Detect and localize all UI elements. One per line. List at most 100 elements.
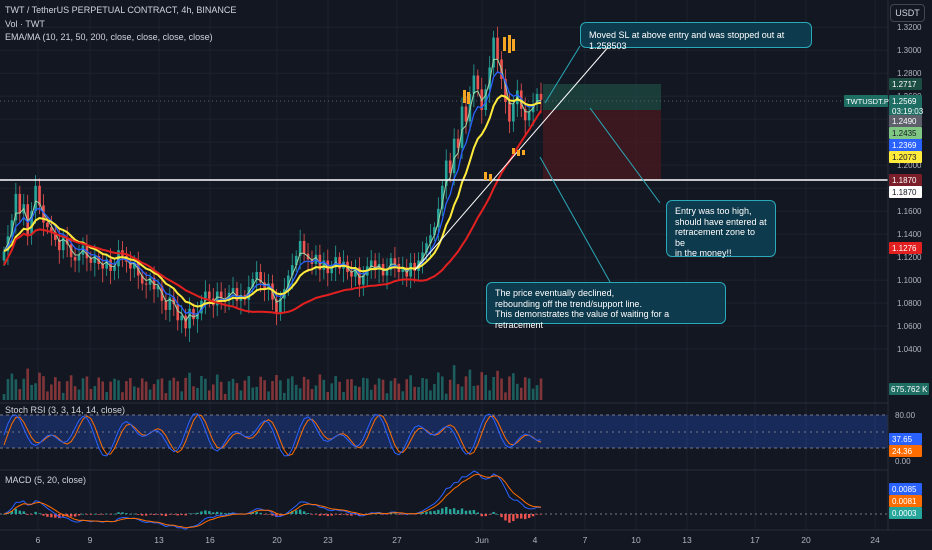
volume-bar (385, 393, 389, 400)
candle (476, 75, 480, 90)
price-label-box (889, 174, 922, 186)
candle (14, 193, 18, 221)
time-axis[interactable]: 6 9 13 16 20 23 27 Jun 4 7 10 13 17 20 24 (36, 535, 880, 545)
macd-histogram-bar (294, 510, 298, 514)
macd-histogram-bar (46, 514, 49, 517)
macd-histogram-bar (330, 514, 333, 516)
macd-histogram-bar (259, 512, 262, 514)
candle (10, 220, 14, 237)
price-label-box (889, 78, 922, 90)
macd-histogram-bar (275, 514, 278, 517)
macd-histogram-bar (452, 508, 456, 514)
candle (231, 288, 235, 293)
stoch-legend[interactable]: Stoch RSI (3, 3, 14, 14, close) (5, 405, 126, 415)
macd-label-box (889, 507, 922, 519)
price-label: 1.1870 (892, 176, 917, 185)
candle (338, 257, 341, 269)
macd-histogram-bar (125, 513, 128, 514)
callout-top: Moved SL at above entry and was stopped … (580, 22, 812, 51)
candle (26, 204, 29, 235)
volume-bar (121, 392, 124, 400)
macd-histogram-bar (468, 510, 472, 514)
volume-bar (516, 383, 519, 400)
macd-histogram-bar (121, 512, 124, 514)
volume-bar (34, 383, 37, 400)
volume-bar (117, 380, 120, 400)
volume-bar (125, 381, 128, 400)
candle (251, 278, 255, 287)
candle (433, 227, 436, 236)
macd-histogram-bar (322, 514, 326, 516)
volume-bar (184, 377, 187, 400)
macd-histogram-bar (531, 514, 535, 517)
macd-histogram-bar (204, 510, 207, 514)
candle (437, 208, 440, 228)
macd-legend[interactable]: MACD (5, 20, close) (5, 475, 87, 485)
candle (385, 269, 389, 276)
volume-bar (2, 394, 6, 400)
candle (34, 185, 37, 212)
volume-bar (290, 376, 294, 400)
stoch-label-box (889, 445, 922, 457)
candle (429, 235, 432, 244)
volume-bar (192, 386, 195, 400)
volume-bar (417, 386, 420, 400)
macd-histogram-bar (255, 511, 258, 514)
volume-bar (409, 375, 412, 400)
macd-histogram-bar (504, 514, 507, 521)
candle (484, 89, 488, 110)
macd-histogram-bar (97, 514, 100, 515)
volume-bar (365, 378, 369, 400)
volume-bar (330, 383, 334, 400)
candle (358, 267, 361, 285)
candle (508, 101, 511, 122)
candle (101, 263, 105, 269)
volume-bar (109, 381, 112, 400)
macd-label-box (889, 483, 922, 495)
candle (512, 104, 515, 122)
time-tick-label: 13 (154, 535, 164, 545)
macd-histogram-bar (73, 514, 77, 517)
volume-bar (425, 378, 428, 400)
volume-bar (188, 372, 191, 400)
volume-bar (77, 389, 81, 400)
volume-bar (61, 392, 65, 400)
candle (65, 237, 69, 245)
volume-bar (227, 381, 231, 400)
volume-bar (519, 387, 523, 400)
volume-bar (156, 379, 160, 400)
candle (492, 37, 495, 68)
volume-bar (373, 384, 377, 400)
time-tick-label: 7 (583, 535, 588, 545)
callout-bottom-line: The price eventually declined, (495, 288, 615, 298)
macd-histogram-bar (480, 514, 483, 517)
candle (54, 231, 57, 240)
volume-bar (263, 380, 266, 400)
candle (172, 297, 176, 305)
volume-bar (294, 384, 298, 400)
volume-bar (38, 372, 41, 400)
stoch-d-line (3, 414, 542, 457)
volume-bar (334, 376, 337, 400)
currency-button[interactable]: USDT (890, 4, 925, 22)
volume-legend[interactable]: Vol · TWT (5, 19, 45, 29)
candle (188, 308, 191, 329)
macd-histogram-bar (93, 513, 97, 515)
price-label-box (889, 105, 922, 117)
symbol-title[interactable]: TWT / TetherUS PERPETUAL CONTRACT, 4h, B… (5, 5, 237, 15)
price-tick-label: 1.2800 (897, 69, 922, 78)
candle (204, 291, 207, 301)
macd-histogram-bar (216, 511, 219, 514)
trend-line[interactable] (414, 44, 611, 271)
macd-histogram-bar (441, 508, 444, 514)
callout-connectors (539, 45, 661, 283)
macd-histogram-bar (488, 514, 491, 515)
ema-legend[interactable]: EMA/MA (10, 21, 50, 200, close, close, c… (5, 32, 213, 42)
volume-bar (539, 378, 543, 400)
macd-histogram-bar (129, 513, 132, 515)
candle (298, 240, 302, 256)
volume-bar (30, 384, 33, 400)
candle (208, 291, 211, 299)
macd-histogram-bar (516, 514, 519, 519)
